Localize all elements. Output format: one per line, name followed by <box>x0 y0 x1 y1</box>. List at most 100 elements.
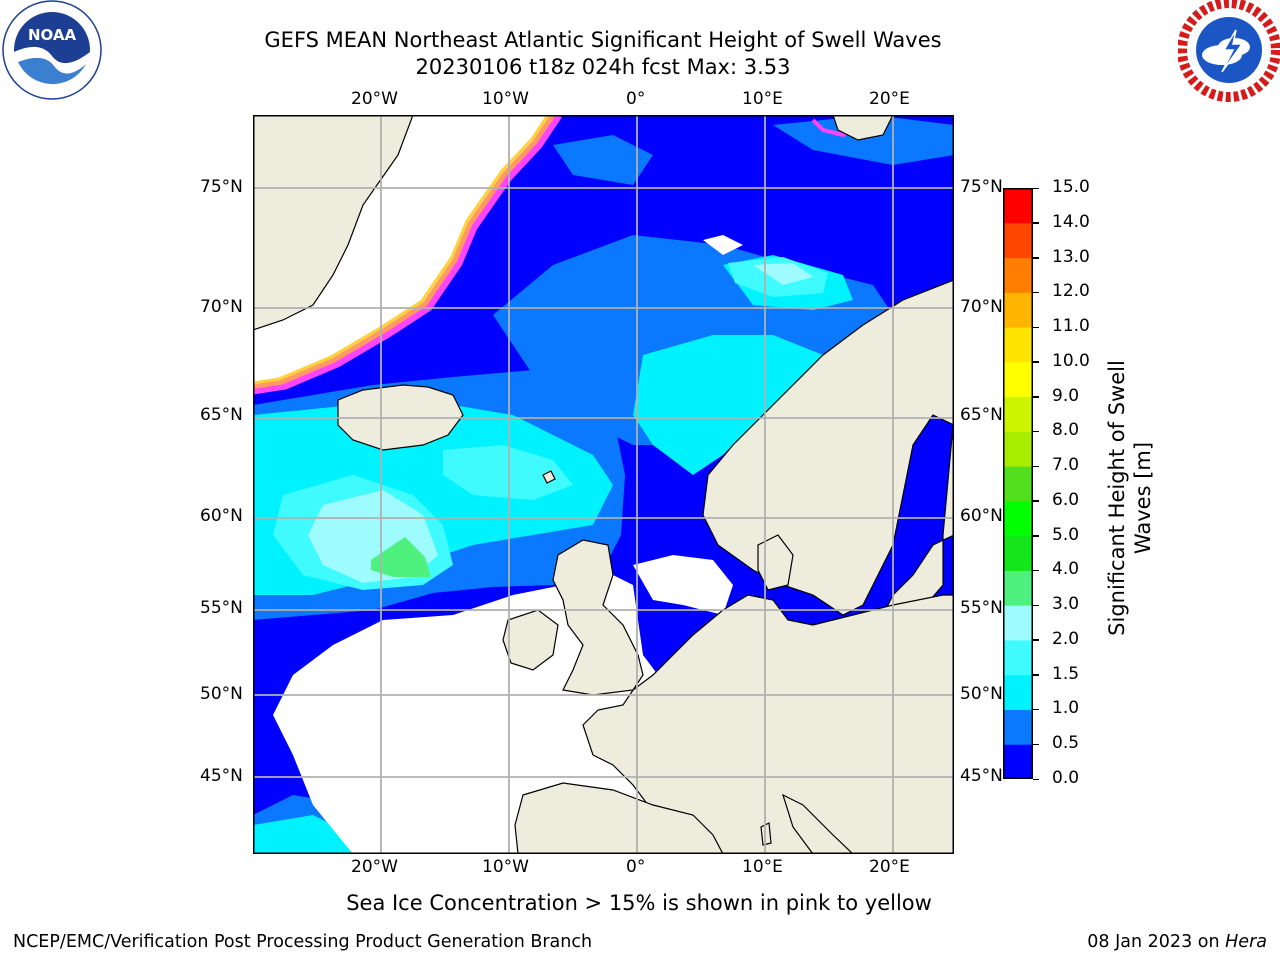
colorbar-label-15: 13.0 <box>1052 246 1090 267</box>
colorbar-label-11: 9.0 <box>1052 385 1080 406</box>
colorbar-label-17: 15.0 <box>1052 177 1090 197</box>
lat-label-left-70n: 70°N <box>200 297 243 317</box>
corsica <box>760 822 772 846</box>
lat-label-right-45n: 45°N <box>960 766 1003 786</box>
chart-subtitle: 20230106 t18z 024h fcst Max: 3.53 <box>415 55 791 79</box>
lon-label-top-10e: 10°E <box>742 89 783 109</box>
colorbar-swatch-0 <box>1003 744 1033 780</box>
colorbar-tick-13 <box>1033 326 1039 329</box>
lat-label-right-50n: 50°N <box>960 684 1003 704</box>
colorbar-tick-8 <box>1033 500 1039 502</box>
colorbar-label-4: 2.0 <box>1052 628 1080 649</box>
lat-label-right-60n: 60°N <box>960 506 1003 526</box>
colorbar-swatch-5 <box>1003 570 1033 606</box>
sea-ice-note: Sea Ice Concentration > 15% is shown in … <box>346 891 932 915</box>
colorbar-swatch-14 <box>1003 257 1033 293</box>
colorbar-tick-17 <box>1033 187 1039 189</box>
colorbar-swatch-9 <box>1003 431 1033 467</box>
colorbar-label-0: 0.0 <box>1052 768 1080 788</box>
faroe-islands <box>542 470 556 484</box>
colorbar-swatches <box>1003 188 1033 780</box>
colorbar-title: Significant Height of Swell Waves [m] <box>1104 298 1156 698</box>
colorbar-label-9: 7.0 <box>1052 455 1080 476</box>
lat-label-right-65n: 65°N <box>960 405 1003 425</box>
colorbar-swatch-10 <box>1003 396 1033 432</box>
swell-height-map <box>253 115 954 854</box>
colorbar-tick-5 <box>1033 604 1039 607</box>
lat-label-left-50n: 50°N <box>200 684 243 704</box>
swell-band-3p0-4p0 <box>371 537 431 577</box>
lon-label-bottom-10e: 10°E <box>742 857 783 877</box>
lat-label-right-75n: 75°N <box>960 177 1003 197</box>
sea-ice-edge-inner <box>253 115 550 385</box>
colorbar-tick-7 <box>1033 535 1039 537</box>
colorbar-tick-labels: 0.0 0.5 1.0 1.5 2.0 3.0 4.0 5.0 6.0 7.0 8.0 9.0 10.0… <box>1033 0 1112 960</box>
lon-label-bottom-20e: 20°E <box>869 857 910 877</box>
colorbar-label-1: 0.5 <box>1052 733 1080 754</box>
colorbar-swatch-8 <box>1003 466 1033 502</box>
colorbar-frame <box>1003 188 1033 779</box>
colorbar-tick-11 <box>1033 396 1039 398</box>
noaa-logo-text: NOAA <box>28 26 77 44</box>
lat-label-left-60n: 60°N <box>200 506 243 526</box>
iberia <box>514 782 724 854</box>
colorbar-tick-1 <box>1033 743 1039 746</box>
colorbar-title-line1: Significant Height of Swell <box>1105 360 1129 636</box>
sea-ice-edge-outer <box>253 115 562 395</box>
colorbar-tick-9 <box>1033 465 1039 468</box>
colorbar-swatch-6 <box>1003 535 1033 571</box>
ireland <box>502 609 559 671</box>
lat-label-left-55n: 55°N <box>200 598 243 618</box>
colorbar-label-7: 5.0 <box>1052 524 1080 545</box>
colorbar-label-14: 12.0 <box>1052 281 1090 302</box>
colorbar-tick-12 <box>1033 361 1039 363</box>
colorbar-label-12: 10.0 <box>1052 350 1090 371</box>
colorbar-label-10: 8.0 <box>1052 420 1080 441</box>
great-britain <box>552 539 644 696</box>
colorbar-tick-6 <box>1033 569 1039 572</box>
colorbar-tick-10 <box>1033 430 1039 433</box>
noaa-logo: NOAA <box>2 0 102 100</box>
colorbar-label-8: 6.0 <box>1052 489 1080 510</box>
colorbar-swatch-2 <box>1003 674 1033 710</box>
greenland <box>253 115 414 331</box>
colorbar-swatch-12 <box>1003 327 1033 363</box>
colorbar-title-line2: Waves [m] <box>1131 441 1155 555</box>
colorbar-swatch-16 <box>1003 188 1033 224</box>
footer-left: NCEP/EMC/Verification Post Processing Pr… <box>13 932 593 952</box>
colorbar-label-13: 11.0 <box>1052 316 1090 337</box>
colorbar-label-3: 1.5 <box>1052 663 1080 684</box>
graticule <box>253 115 954 854</box>
denmark <box>757 534 794 591</box>
footer-date: 08 Jan 2023 on <box>1087 932 1226 952</box>
lat-label-left-45n: 45°N <box>200 766 243 786</box>
footer-host: Hera <box>1225 932 1267 952</box>
colorbar-swatch-11 <box>1003 361 1033 398</box>
colorbar-swatch-13 <box>1003 292 1033 328</box>
lon-label-bottom-10w: 10°W <box>482 857 529 877</box>
lon-label-top-20w: 20°W <box>351 89 398 109</box>
colorbar <box>1003 188 1033 780</box>
lat-label-left-65n: 65°N <box>200 405 243 425</box>
footer-right: 08 Jan 2023 on Hera <box>1087 932 1267 952</box>
chart-title: GEFS MEAN Northeast Atlantic Significant… <box>264 28 942 52</box>
colorbar-label-16: 14.0 <box>1052 211 1090 232</box>
colorbar-label-2: 1.0 <box>1052 698 1080 719</box>
colorbar-tick-0 <box>1033 778 1039 780</box>
lon-label-bottom-0: 0° <box>626 857 646 877</box>
colorbar-tick-14 <box>1033 291 1039 294</box>
colorbar-tick-4 <box>1033 639 1039 641</box>
colorbar-tick-16 <box>1033 222 1039 224</box>
colorbar-swatch-1 <box>1003 709 1033 745</box>
lat-label-right-55n: 55°N <box>960 598 1003 618</box>
colorbar-swatch-3 <box>1003 639 1033 676</box>
lon-label-top-10w: 10°W <box>482 89 529 109</box>
map-frame <box>253 115 954 854</box>
colorbar-label-5: 3.0 <box>1052 594 1080 615</box>
lon-label-top-20e: 20°E <box>869 89 910 109</box>
lat-label-right-70n: 70°N <box>960 297 1003 317</box>
colorbar-tick-3 <box>1033 674 1039 676</box>
colorbar-swatch-4 <box>1003 605 1033 641</box>
colorbar-tick-2 <box>1033 708 1039 711</box>
svalbard <box>832 115 894 141</box>
